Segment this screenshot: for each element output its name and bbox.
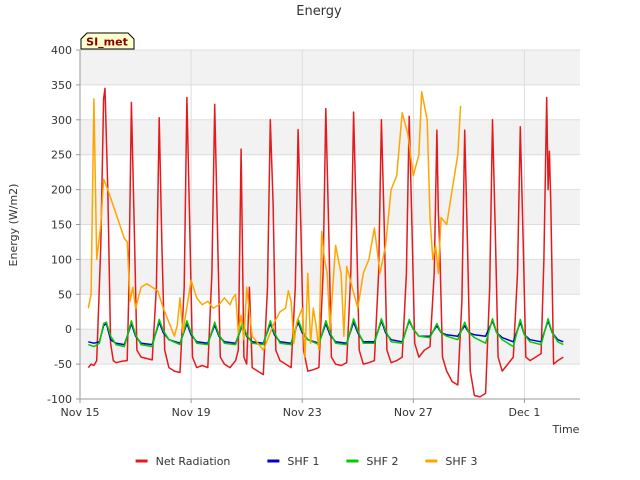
plot-band	[80, 189, 580, 225]
y-tick-label: 300	[51, 114, 72, 127]
y-tick-label: 400	[51, 44, 72, 57]
y-axis-label: Energy (W/m2)	[7, 184, 20, 267]
y-tick-label: 100	[51, 253, 72, 266]
site-label-box: SI_met	[80, 32, 135, 50]
x-tick-label: Nov 27	[394, 406, 433, 419]
series-line-net-radiation	[87, 87, 564, 398]
legend-label-shf-2: SHF 2	[366, 455, 398, 468]
y-tick-label: 0	[65, 323, 72, 336]
legend-label-net-radiation: Net Radiation	[156, 455, 231, 468]
y-tick-label: 250	[51, 149, 72, 162]
plot-band	[80, 50, 580, 85]
plot-band	[80, 119, 580, 155]
x-axis-label: Time	[552, 423, 580, 436]
x-tick-label: Nov 23	[283, 406, 322, 419]
legend-label-shf-1: SHF 1	[287, 455, 319, 468]
y-tick-label: -50	[54, 358, 72, 371]
series-line-shf-3	[87, 91, 462, 358]
y-tick-label: 350	[51, 79, 72, 92]
x-tick-label: Nov 15	[61, 406, 100, 419]
legend-label-shf-3: SHF 3	[445, 455, 477, 468]
site-label-background	[80, 32, 135, 50]
chart-title: Energy	[296, 4, 342, 19]
legend: Net Radiation SHF 1 SHF 2 SHF 3	[135, 455, 477, 468]
y-tick-label: 200	[51, 184, 72, 197]
series-line-shf-2	[88, 317, 564, 348]
y-tick-label: 150	[51, 219, 72, 232]
site-label: SI_met	[86, 36, 128, 49]
x-tick-label: Dec 1	[509, 406, 541, 419]
x-tick-label: Nov 19	[172, 406, 211, 419]
y-tick-label: 50	[58, 288, 72, 301]
axes: -100 -50 0 50 100 150 200 250 300 350 400 Nov 15 Nov…	[47, 44, 580, 419]
series-lines	[87, 87, 564, 398]
y-tick-label: -100	[47, 393, 72, 406]
